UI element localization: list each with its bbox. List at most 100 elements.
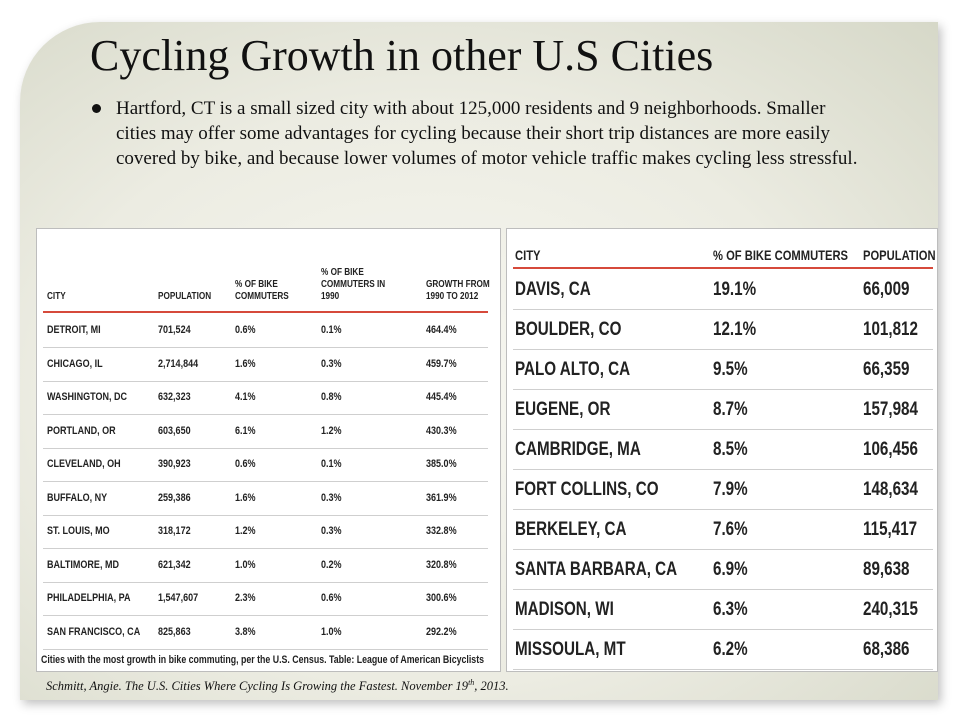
table-cell: 0.6% (321, 592, 342, 604)
slide: Cycling Growth in other U.S Cities Hartf… (20, 22, 938, 700)
table-cell: CAMBRIDGE, MA (515, 439, 641, 460)
growth-table: CITY POPULATION % OF BIKE COMMUTERS % OF… (36, 228, 501, 672)
table-cell: 459.7% (426, 357, 457, 370)
table-cell: 0.1% (321, 458, 342, 470)
bullet-text: Hartford, CT is a small sized city with … (116, 98, 858, 169)
table-cell: 106,456 (863, 439, 918, 460)
growth-table-header: CITY POPULATION % OF BIKE COMMUTERS % OF… (43, 267, 490, 313)
table-cell: MISSOULA, MT (515, 639, 626, 660)
table-cell: 148,634 (863, 479, 918, 500)
table-cell: 0.1% (321, 324, 342, 336)
table-row: BERKELEY, CA 7.6% 115,417 (513, 509, 933, 550)
table-cell: 320.8% (426, 558, 457, 571)
table-cell: 632,323 (158, 391, 191, 403)
table-cell: DETROIT, MI (47, 324, 101, 336)
table-row: BALTIMORE, MD 621,342 1.0% 0.2% 320.8% (43, 548, 488, 583)
header-population: POPULATION (158, 291, 212, 302)
table-cell: 603,650 (158, 424, 191, 437)
table-cell: ST. LOUIS, MO (47, 525, 110, 537)
table-cell: 6.9% (713, 559, 748, 580)
table-row: CAMBRIDGE, MA 8.5% 106,456 (513, 429, 933, 470)
table-cell: PALO ALTO, CA (515, 359, 631, 380)
table-cell: 2,714,844 (158, 357, 199, 370)
header-growth: GROWTH FROM 1990 TO 2012 (426, 279, 490, 302)
citation-tail: , 2013. (474, 679, 509, 694)
table-cell: 445.4% (426, 391, 457, 403)
table-row: MISSOULA, MT 6.2% 68,386 (513, 629, 933, 670)
table-cell: SANTA BARBARA, CA (515, 559, 678, 580)
table-cell: 1.2% (235, 525, 256, 537)
table-cell: 3.8% (235, 625, 256, 638)
table-cell: 259,386 (158, 491, 191, 504)
header-city: CITY (47, 291, 66, 302)
table-row: FORT COLLINS, CO 7.9% 148,634 (513, 469, 933, 510)
table-row: WASHINGTON, DC 632,323 4.1% 0.8% 445.4% (43, 380, 488, 415)
table-cell: 101,812 (863, 319, 918, 340)
table-cell: 1.0% (321, 625, 342, 638)
header-pct-bike-commuters: % OF BIKE COMMUTERS (235, 279, 289, 302)
table-cell: 0.3% (321, 525, 342, 537)
citation-sup: th (468, 678, 475, 687)
table-cell: 4.1% (235, 391, 256, 403)
table-row: MADISON, WI 6.3% 240,315 (513, 589, 933, 630)
header-pct-1990: % OF BIKE COMMUTERS IN 1990 (321, 267, 386, 302)
table-cell: 68,386 (863, 639, 910, 660)
table-cell: 464.4% (426, 324, 457, 336)
table-cell: 0.3% (321, 357, 342, 370)
table-row: PHILADELPHIA, PA 1,547,607 2.3% 0.6% 300.6% (43, 581, 488, 616)
table-cell: 300.6% (426, 592, 457, 604)
table-cell: BUFFALO, NY (47, 491, 108, 504)
table-cell: 1.0% (235, 558, 256, 571)
table-cell: 621,342 (158, 558, 191, 571)
growth-table-caption: Cities with the most growth in bike comm… (41, 654, 485, 666)
table-cell: BOULDER, CO (515, 319, 622, 340)
table-cell: 19.1% (713, 279, 757, 300)
table-cell: 332.8% (426, 525, 457, 537)
table-cell: BERKELEY, CA (515, 519, 627, 540)
table-row: DETROIT, MI 701,524 0.6% 0.1% 464.4% (43, 313, 488, 348)
table-cell: 89,638 (863, 559, 910, 580)
table-row: SANTA BARBARA, CA 6.9% 89,638 (513, 549, 933, 590)
citation-text: Schmitt, Angie. The U.S. Cities Where Cy… (46, 679, 469, 694)
table-cell: 0.6% (235, 458, 256, 470)
table-cell: 6.3% (713, 599, 748, 620)
header-population: POPULATION (863, 247, 936, 263)
table-cell: 240,315 (863, 599, 918, 620)
table-cell: 66,359 (863, 359, 910, 380)
header-pct-bike-commuters: % OF BIKE COMMUTERS (713, 247, 849, 263)
bullet-dot-icon (92, 104, 101, 113)
top-cities-table-header: CITY % OF BIKE COMMUTERS POPULATION (513, 239, 936, 269)
table-cell: 701,524 (158, 324, 191, 336)
table-cell: 8.5% (713, 439, 748, 460)
table-cell: PORTLAND, OR (47, 424, 116, 437)
table-cell: 6.2% (713, 639, 748, 660)
table-cell: 0.6% (235, 324, 256, 336)
table-cell: 7.6% (713, 519, 748, 540)
table-cell: EUGENE, OR (515, 399, 611, 420)
table-cell: WASHINGTON, DC (47, 391, 128, 403)
table-cell: 0.2% (321, 558, 342, 571)
table-row: SAN FRANCISCO, CA 825,863 3.8% 1.0% 292.2% (43, 615, 488, 650)
table-cell: FORT COLLINS, CO (515, 479, 659, 500)
table-cell: BALTIMORE, MD (47, 558, 119, 571)
table-cell: CHICAGO, IL (47, 357, 103, 370)
table-cell: SAN FRANCISCO, CA (47, 625, 141, 638)
table-cell: 1.6% (235, 357, 256, 370)
table-cell: 430.3% (426, 424, 457, 437)
table-cell: 292.2% (426, 625, 457, 638)
table-row: EUGENE, OR 8.7% 157,984 (513, 389, 933, 430)
table-row: DAVIS, CA 19.1% 66,009 (513, 269, 933, 310)
table-cell: 8.7% (713, 399, 748, 420)
growth-table-body: CITY POPULATION % OF BIKE COMMUTERS % OF… (43, 245, 490, 650)
table-cell: MADISON, WI (515, 599, 614, 620)
header-city: CITY (515, 247, 541, 263)
table-row: BOULDER, CO 12.1% 101,812 (513, 309, 933, 350)
table-cell: PHILADELPHIA, PA (47, 592, 131, 604)
top-cities-table: CITY % OF BIKE COMMUTERS POPULATION DAVI… (506, 228, 938, 672)
table-cell: 361.9% (426, 491, 457, 504)
table-cell: 0.3% (321, 491, 342, 504)
table-cell: 390,923 (158, 458, 191, 470)
table-cell: 157,984 (863, 399, 918, 420)
table-row: BUFFALO, NY 259,386 1.6% 0.3% 361.9% (43, 481, 488, 516)
table-cell: 1.2% (321, 424, 342, 437)
